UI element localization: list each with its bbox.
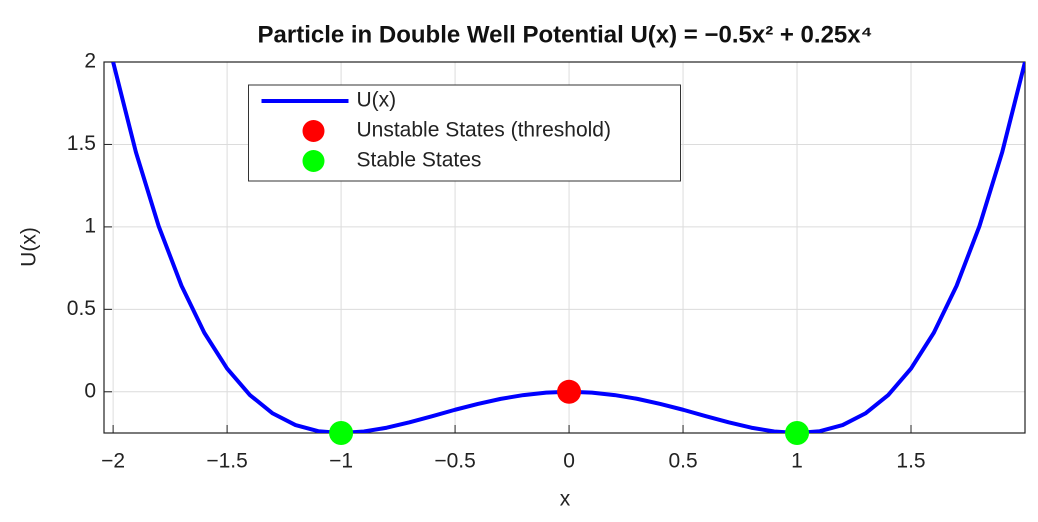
data-point xyxy=(785,421,810,445)
x-tick-label: −0.5 xyxy=(434,450,475,473)
axes-box xyxy=(103,61,1026,434)
x-axis-label: x xyxy=(560,488,571,511)
x-tick-label: −2 xyxy=(101,450,125,473)
chart-title: Particle in Double Well Potential U(x) =… xyxy=(258,21,873,48)
y-tick-label: 0 xyxy=(84,379,96,402)
x-tick-label: 1 xyxy=(791,450,803,473)
legend-label: Unstable States (threshold) xyxy=(357,119,611,142)
x-tick-label: −1.5 xyxy=(206,450,247,473)
legend-swatch xyxy=(302,120,325,142)
x-tick-label: 1.5 xyxy=(896,450,925,473)
y-tick-label: 2 xyxy=(84,50,96,73)
legend-swatch xyxy=(302,150,325,172)
legend-label: Stable States xyxy=(357,149,482,172)
data-point xyxy=(329,421,354,445)
x-tick-label: −1 xyxy=(329,450,353,473)
y-tick-label: 1 xyxy=(84,214,96,237)
y-axis-label: U(x) xyxy=(18,227,41,267)
y-tick-label: 0.5 xyxy=(67,297,96,320)
data-point xyxy=(557,379,582,404)
y-tick-label: 1.5 xyxy=(67,132,96,155)
x-tick-label: 0.5 xyxy=(668,450,697,473)
legend-label: U(x) xyxy=(357,89,397,112)
x-tick-label: 0 xyxy=(563,450,575,473)
